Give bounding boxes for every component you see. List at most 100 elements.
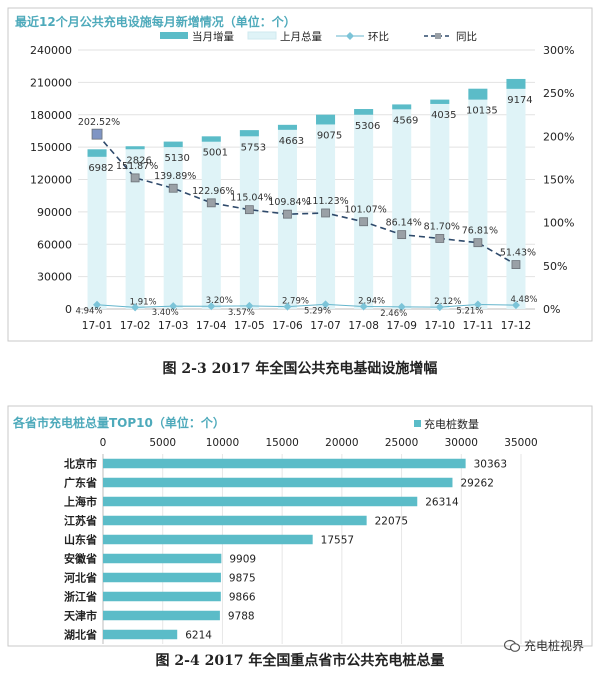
- legend-label: 上月总量: [280, 30, 322, 43]
- bar: [103, 477, 453, 488]
- increment-label: 5753: [241, 142, 266, 153]
- x-tick-label: 17-04: [196, 320, 227, 332]
- value-label: 9866: [229, 592, 256, 604]
- y2-tick-label: 100%: [543, 217, 574, 230]
- x-tick-label: 35000: [504, 437, 537, 449]
- x-tick-label: 17-01: [82, 320, 113, 332]
- value-label: 26314: [425, 497, 459, 509]
- category-label: 上海市: [64, 495, 97, 509]
- category-label: 天津市: [64, 609, 97, 623]
- x-tick-label: 10000: [206, 437, 239, 449]
- mom-label: 3.40%: [152, 308, 179, 318]
- mom-marker: [435, 303, 444, 312]
- mom-label: 5.21%: [456, 307, 483, 317]
- value-label: 9788: [228, 611, 255, 623]
- bar: [103, 553, 222, 564]
- increment-label: 5306: [355, 121, 380, 132]
- yoy-label: 111.23%: [306, 196, 348, 207]
- value-label: 22075: [375, 516, 408, 528]
- x-tick-label: 17-06: [272, 320, 303, 332]
- chart-province-top10: 各省市充电桩总量TOP10（单位：个） 充电桩数量 0 5000 10000 15000 2…: [7, 405, 593, 647]
- value-label: 9875: [229, 573, 256, 585]
- legend-label: 环比: [368, 30, 389, 43]
- category-label: 湖北省: [64, 628, 97, 642]
- bar-increment: [201, 136, 221, 142]
- y-tick-label: 0: [65, 303, 72, 316]
- mom-label: 2.94%: [358, 296, 385, 306]
- mom-label: 2.12%: [434, 297, 461, 307]
- bar: [103, 458, 466, 469]
- yoy-marker: [473, 238, 483, 248]
- y2-tick-label: 150%: [543, 174, 574, 187]
- bar-prev-total: [354, 114, 374, 309]
- bar: [103, 534, 313, 545]
- mom-label: 2.79%: [282, 297, 309, 307]
- legend-label: 当月增量: [192, 30, 234, 43]
- increment-label: 6982: [88, 163, 113, 174]
- y-tick-label: 210000: [30, 76, 72, 89]
- yoy-label: 81.70%: [424, 221, 460, 232]
- yoy-label: 122.96%: [192, 186, 234, 197]
- bar-prev-total: [468, 99, 488, 310]
- y-tick-label: 90000: [37, 206, 72, 219]
- increment-label: 2826: [126, 155, 151, 166]
- category-label: 山东省: [64, 533, 97, 547]
- bar: [103, 629, 178, 640]
- x-tick-label: 17-10: [425, 320, 456, 332]
- mom-marker: [93, 300, 102, 309]
- chart-title: 最近12个月公共充电设施每月新增情况（单位：个）: [15, 14, 296, 29]
- value-label: 17557: [321, 535, 354, 547]
- increment-label: 4035: [431, 110, 456, 121]
- legend-swatch-yoy-marker: [435, 33, 441, 39]
- mom-marker: [131, 303, 140, 312]
- legend-swatch: [414, 420, 421, 427]
- mom-label: 4.94%: [76, 307, 103, 317]
- yoy-label: 202.52%: [78, 117, 120, 128]
- x-tick-label: 5000: [149, 437, 176, 449]
- bar-increment: [392, 104, 412, 110]
- mom-marker: [321, 300, 330, 309]
- bar-increment: [430, 99, 450, 104]
- legend-label: 同比: [456, 30, 477, 43]
- chart-frame: [7, 405, 593, 647]
- x-tick-label: 0: [100, 437, 107, 449]
- x-tick-label: 17-05: [234, 320, 265, 332]
- x-tick-label: 20000: [325, 437, 358, 449]
- legend-swatch-mom-marker: [346, 32, 354, 40]
- mom-label: 3.20%: [206, 296, 233, 306]
- chart-title: 各省市充电桩总量TOP10（单位：个）: [12, 415, 225, 430]
- increment-label: 9174: [507, 95, 532, 106]
- yoy-marker: [244, 205, 254, 215]
- yoy-marker: [168, 183, 178, 193]
- category-label: 浙江省: [64, 590, 97, 604]
- mom-marker: [511, 301, 520, 310]
- y-tick-label: 30000: [37, 271, 72, 284]
- bar: [103, 515, 367, 526]
- bar-increment: [163, 141, 183, 148]
- bar-increment: [87, 149, 107, 157]
- bar-prev-total: [239, 136, 259, 309]
- bar: [103, 496, 418, 507]
- mom-marker: [397, 302, 406, 311]
- yoy-marker: [321, 208, 330, 218]
- bar-increment: [506, 78, 526, 89]
- mom-label: 1.91%: [130, 297, 157, 307]
- x-tick-label: 17-12: [501, 320, 532, 332]
- y-tick-label: 180000: [30, 109, 72, 122]
- bar-increment: [354, 109, 374, 115]
- increment-label: 4569: [393, 115, 418, 126]
- y-tick-label: 240000: [30, 44, 72, 57]
- bar-increment: [125, 146, 145, 150]
- bar-prev-total: [506, 88, 526, 309]
- category-label: 广东省: [64, 476, 97, 490]
- mom-marker: [473, 300, 482, 309]
- value-label: 6214: [185, 630, 212, 642]
- watermark-text: 充电桩视界: [523, 639, 584, 653]
- mom-marker: [169, 302, 178, 311]
- x-tick-label: 17-03: [158, 320, 189, 332]
- bar: [103, 591, 221, 602]
- legend-swatch-increment: [160, 32, 188, 39]
- y2-tick-label: 50%: [543, 260, 567, 273]
- figure-caption-1: 图 2-3 2017 年全国公共充电基础设施增幅: [162, 361, 438, 377]
